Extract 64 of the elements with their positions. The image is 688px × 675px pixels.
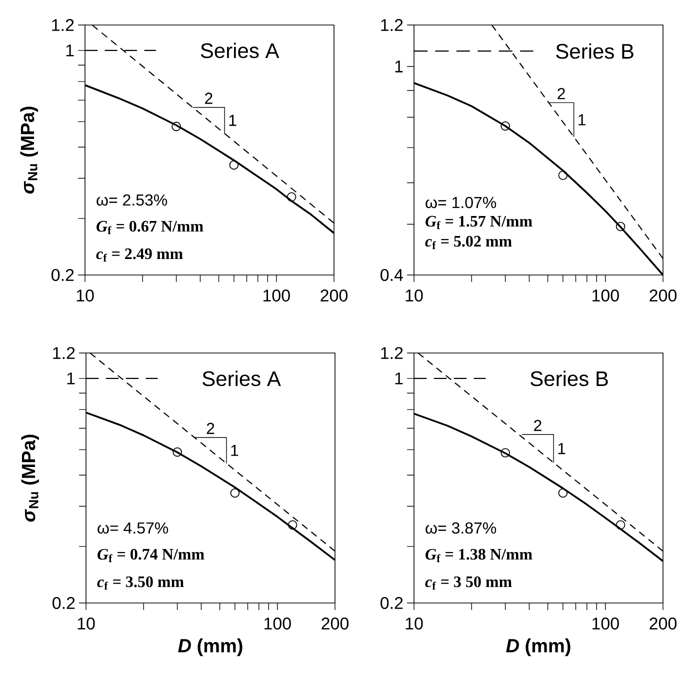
x-tick-label: 200 (320, 290, 348, 302)
annotation: 1 (578, 114, 586, 126)
x-tick-label: 200 (650, 618, 677, 630)
x-tick-label: 10 (406, 618, 423, 630)
point (616, 222, 626, 232)
point (616, 520, 626, 530)
annotation: ω= 3.87% (426, 522, 496, 534)
annotation: 1 (231, 444, 238, 456)
y-tick-label: 0.2 (380, 596, 403, 610)
annotation: ω= 1.07% (426, 196, 496, 208)
text: Series B (530, 370, 608, 386)
point (558, 170, 568, 180)
x-tick-label: 100 (592, 290, 619, 302)
text: Series A (202, 370, 281, 386)
point (230, 488, 240, 498)
point (500, 121, 510, 131)
annotation: 2 (534, 420, 542, 431)
annotation: G$_{f}$ = 0.74 N/mm (98, 548, 204, 562)
y-tick-label: 1.2 (381, 347, 403, 359)
annotation: c$_{f}$ = 3.50 mm (97, 576, 184, 590)
y-tick-label: 1.2 (381, 19, 403, 31)
annotation: G$_{f}$ = 1.57 N/mm (426, 216, 532, 230)
point (172, 122, 181, 132)
x-tick-label: 10 (406, 290, 423, 302)
annotation: 2 (205, 92, 212, 104)
point (172, 447, 182, 457)
point (500, 448, 510, 458)
x-tick-label: 100 (592, 618, 619, 630)
x-tick-label: 200 (322, 618, 349, 630)
point (286, 192, 296, 202)
annotation: c$_{f}$ = 5.02 mm (425, 236, 512, 250)
annotation: 1 (558, 443, 566, 454)
annotation: ω= 2.53% (96, 194, 168, 206)
annotation: 1 (229, 114, 236, 126)
y-tick-label: 1 (66, 44, 74, 56)
point (288, 520, 298, 530)
point (229, 160, 239, 170)
x-axis-title: D (mm) (178, 638, 242, 656)
x-tick-label: 10 (78, 618, 95, 630)
y-tick-label: 0.2 (52, 596, 75, 610)
x-tick-label: 100 (264, 290, 290, 302)
y-axis-title: σ$_{Nu}$ (MPa) (20, 106, 38, 194)
point (558, 488, 568, 498)
y-tick-label: 1.2 (52, 19, 74, 31)
y-tick-label: 1 (395, 372, 403, 384)
y-axis-title: σ$_{Nu}$ (MPa) (21, 434, 39, 522)
y-tick-label: 0.2 (52, 268, 74, 282)
x-tick-label: 200 (650, 290, 677, 302)
annotation: ω= 4.57% (98, 522, 168, 534)
x-tick-label: 10 (76, 290, 94, 302)
y-tick-label: 1.2 (53, 347, 75, 359)
annotation: 2 (206, 422, 214, 434)
annotation: c$_{f}$ = 3 50 mm (425, 576, 512, 590)
y-tick-label: 1 (395, 60, 403, 72)
annotation: G$_{f}$ = 0.67 N/mm (96, 220, 204, 234)
annotation: 2 (558, 88, 565, 100)
text: Series A (200, 42, 280, 58)
y-tick-label: 1 (67, 372, 75, 384)
series-label: Series B (556, 43, 634, 59)
x-axis-title: D (mm) (506, 638, 570, 656)
x-tick-label: 100 (264, 618, 291, 630)
y-tick-label: 0.4 (380, 268, 403, 282)
annotation: c$_{f}$ = 2.49 mm (96, 248, 183, 262)
annotation: G$_{f}$ = 1.38 N/mm (426, 548, 532, 562)
